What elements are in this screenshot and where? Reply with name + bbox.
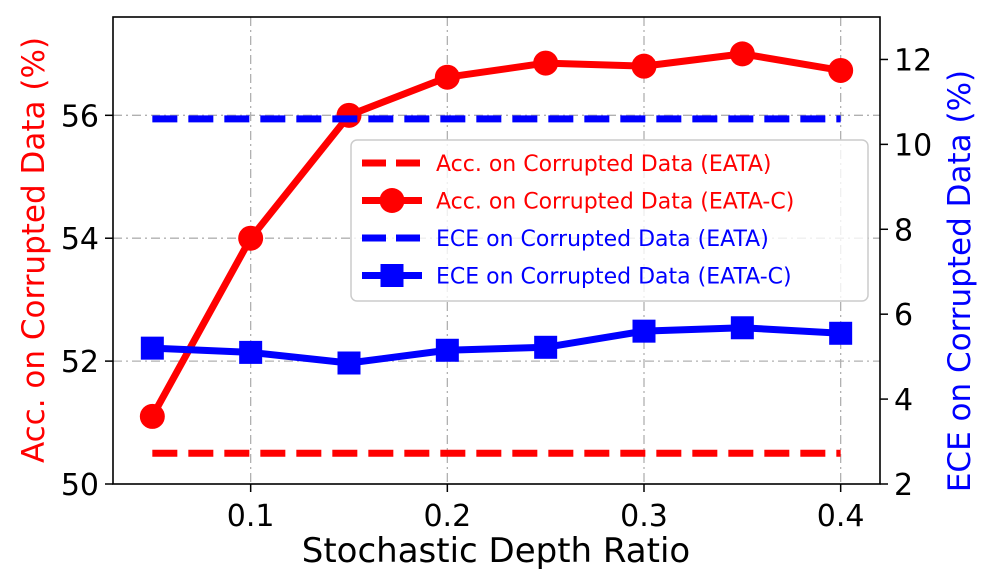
y-tick-label-right: 10 xyxy=(894,128,932,163)
x-axis-label: Stochastic Depth Ratio xyxy=(302,531,690,571)
legend: Acc. on Corrupted Data (EATA) Acc. on Cor… xyxy=(350,139,869,302)
y-tick-label-left: 54 xyxy=(61,222,99,257)
data-point-3 xyxy=(337,351,361,375)
data-point-3 xyxy=(534,335,558,359)
y-tick-label-left: 52 xyxy=(61,345,99,380)
series-line-1 xyxy=(149,50,842,419)
data-point-3 xyxy=(730,316,754,340)
y-tick-label-right: 6 xyxy=(894,298,913,333)
legend-marker-3 xyxy=(380,264,404,287)
data-point-1 xyxy=(729,41,755,67)
y-tick-label-left: 50 xyxy=(61,468,99,503)
x-tick-label: 0.2 xyxy=(423,499,471,534)
data-point-3 xyxy=(829,321,853,345)
data-point-1 xyxy=(533,50,559,76)
x-tick-label: 0.4 xyxy=(817,499,865,534)
legend-frame xyxy=(350,139,869,302)
data-point-3 xyxy=(239,340,263,364)
data-point-1 xyxy=(434,64,460,90)
series-line-3 xyxy=(152,324,841,367)
legend-marker-1 xyxy=(379,188,405,213)
y-axis-label-left: Acc. on Corrupted Data (%) xyxy=(16,37,52,463)
data-point-3 xyxy=(435,338,459,362)
y-tick-label-right: 4 xyxy=(894,383,913,418)
y-tick-label-right: 8 xyxy=(894,213,913,248)
data-point-3 xyxy=(632,319,656,343)
data-point-3 xyxy=(140,336,164,360)
y-tick-label-right: 2 xyxy=(894,468,913,503)
data-point-1 xyxy=(631,53,657,79)
y-axis-label-right: ECE on Corrupted Data (%) xyxy=(942,70,978,492)
y-tick-label-right: 12 xyxy=(894,43,932,78)
series-layer xyxy=(139,41,854,457)
data-point-1 xyxy=(238,225,264,251)
axes-layer: 0.1 0.2 0.3 0.4 50 52 54 56 2 4 6 8 10 12 xyxy=(61,43,932,534)
x-tick-label: 0.3 xyxy=(620,499,668,534)
data-point-1 xyxy=(828,57,854,83)
data-point-1 xyxy=(336,102,362,128)
legend-label-0: Acc. on Corrupted Data (EATA) xyxy=(436,152,772,177)
x-tick-label: 0.1 xyxy=(227,499,275,534)
data-point-1 xyxy=(139,403,165,429)
legend-label-2: ECE on Corrupted Data (EATA) xyxy=(436,227,769,252)
legend-label-3: ECE on Corrupted Data (EATA-C) xyxy=(436,265,792,290)
plot-frame xyxy=(112,16,881,485)
legend-label-1: Acc. on Corrupted Data (EATA-C) xyxy=(436,190,794,215)
y-tick-label-left: 56 xyxy=(61,99,99,134)
